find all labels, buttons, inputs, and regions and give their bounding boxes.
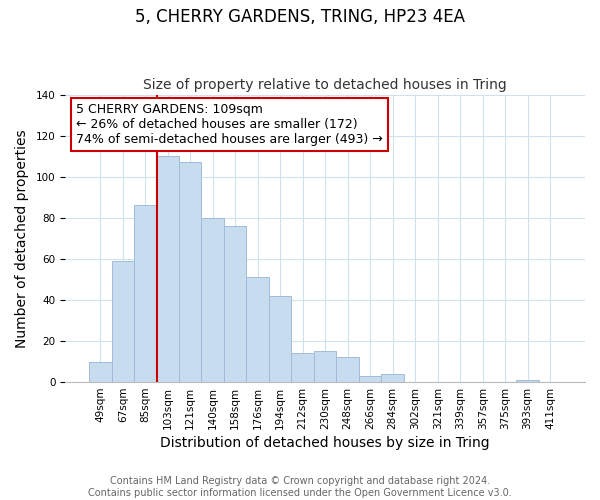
Bar: [179, 162, 202, 382]
Bar: [134, 206, 157, 382]
Bar: [517, 380, 539, 382]
Bar: [359, 376, 382, 382]
Bar: [314, 352, 337, 382]
Y-axis label: Number of detached properties: Number of detached properties: [15, 129, 29, 348]
Bar: [89, 362, 112, 382]
Bar: [269, 296, 292, 382]
Bar: [382, 374, 404, 382]
Text: 5 CHERRY GARDENS: 109sqm
← 26% of detached houses are smaller (172)
74% of semi-: 5 CHERRY GARDENS: 109sqm ← 26% of detach…: [76, 103, 383, 146]
Bar: [337, 358, 359, 382]
Text: Contains HM Land Registry data © Crown copyright and database right 2024.
Contai: Contains HM Land Registry data © Crown c…: [88, 476, 512, 498]
X-axis label: Distribution of detached houses by size in Tring: Distribution of detached houses by size …: [160, 436, 490, 450]
Bar: [247, 278, 269, 382]
Bar: [112, 261, 134, 382]
Bar: [292, 354, 314, 382]
Bar: [224, 226, 247, 382]
Bar: [202, 218, 224, 382]
Text: 5, CHERRY GARDENS, TRING, HP23 4EA: 5, CHERRY GARDENS, TRING, HP23 4EA: [135, 8, 465, 26]
Bar: [157, 156, 179, 382]
Title: Size of property relative to detached houses in Tring: Size of property relative to detached ho…: [143, 78, 507, 92]
